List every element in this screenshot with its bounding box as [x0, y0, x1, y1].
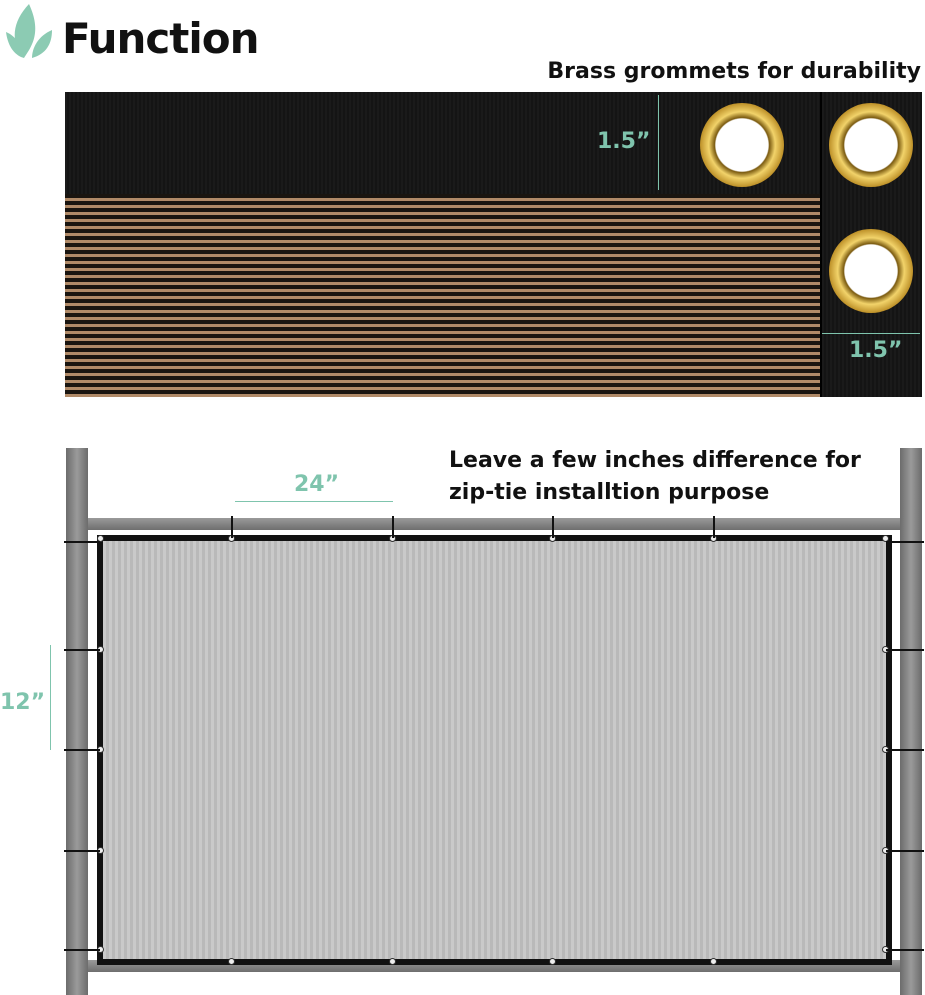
fence-post: [900, 448, 922, 995]
dimension-arrow: [50, 645, 51, 750]
band-height-label: 1.5”: [597, 129, 651, 154]
grommet: [700, 103, 784, 187]
grommet: [97, 535, 104, 542]
mesh-closeup: 1.5” 1.5”: [65, 92, 922, 397]
zip-tie: [64, 850, 100, 852]
zip-tie: [886, 850, 924, 852]
zip-tie: [64, 649, 100, 651]
zip-tie: [886, 649, 924, 651]
grommet: [389, 958, 396, 965]
fence-post: [66, 448, 88, 995]
black-band: [65, 92, 820, 194]
page-title: Function: [62, 14, 260, 63]
zip-tie: [64, 949, 100, 951]
dimension-arrow: [235, 501, 393, 502]
zip-tie: [886, 541, 924, 543]
dimension-arrow: [822, 333, 920, 334]
grommet: [829, 103, 913, 187]
grommet: [882, 535, 889, 542]
zip-tie: [64, 541, 100, 543]
zip-tie-caption-2: zip-tie installtion purpose: [449, 480, 770, 505]
zip-tie: [552, 516, 554, 538]
grey-shade-net: [97, 535, 892, 965]
horizontal-spacing-label: 24”: [294, 472, 340, 497]
leaf-icon: [6, 4, 52, 58]
zip-tie: [392, 516, 394, 538]
grommet: [829, 229, 913, 313]
zip-tie: [886, 949, 924, 951]
zip-tie-caption-1: Leave a few inches difference for: [449, 448, 861, 473]
grommet: [549, 958, 556, 965]
zip-tie: [713, 516, 715, 538]
zip-tie: [231, 516, 233, 538]
grommet-caption: Brass grommets for durability: [547, 59, 921, 84]
grommet: [710, 958, 717, 965]
dimension-arrow: [658, 95, 659, 190]
zip-tie: [886, 749, 924, 751]
zip-tie: [64, 749, 100, 751]
vertical-spacing-label: 12”: [0, 690, 46, 715]
brown-mesh: [65, 194, 820, 397]
fence-rail: [88, 518, 900, 530]
grommet: [228, 958, 235, 965]
edge-width-label: 1.5”: [849, 338, 903, 363]
